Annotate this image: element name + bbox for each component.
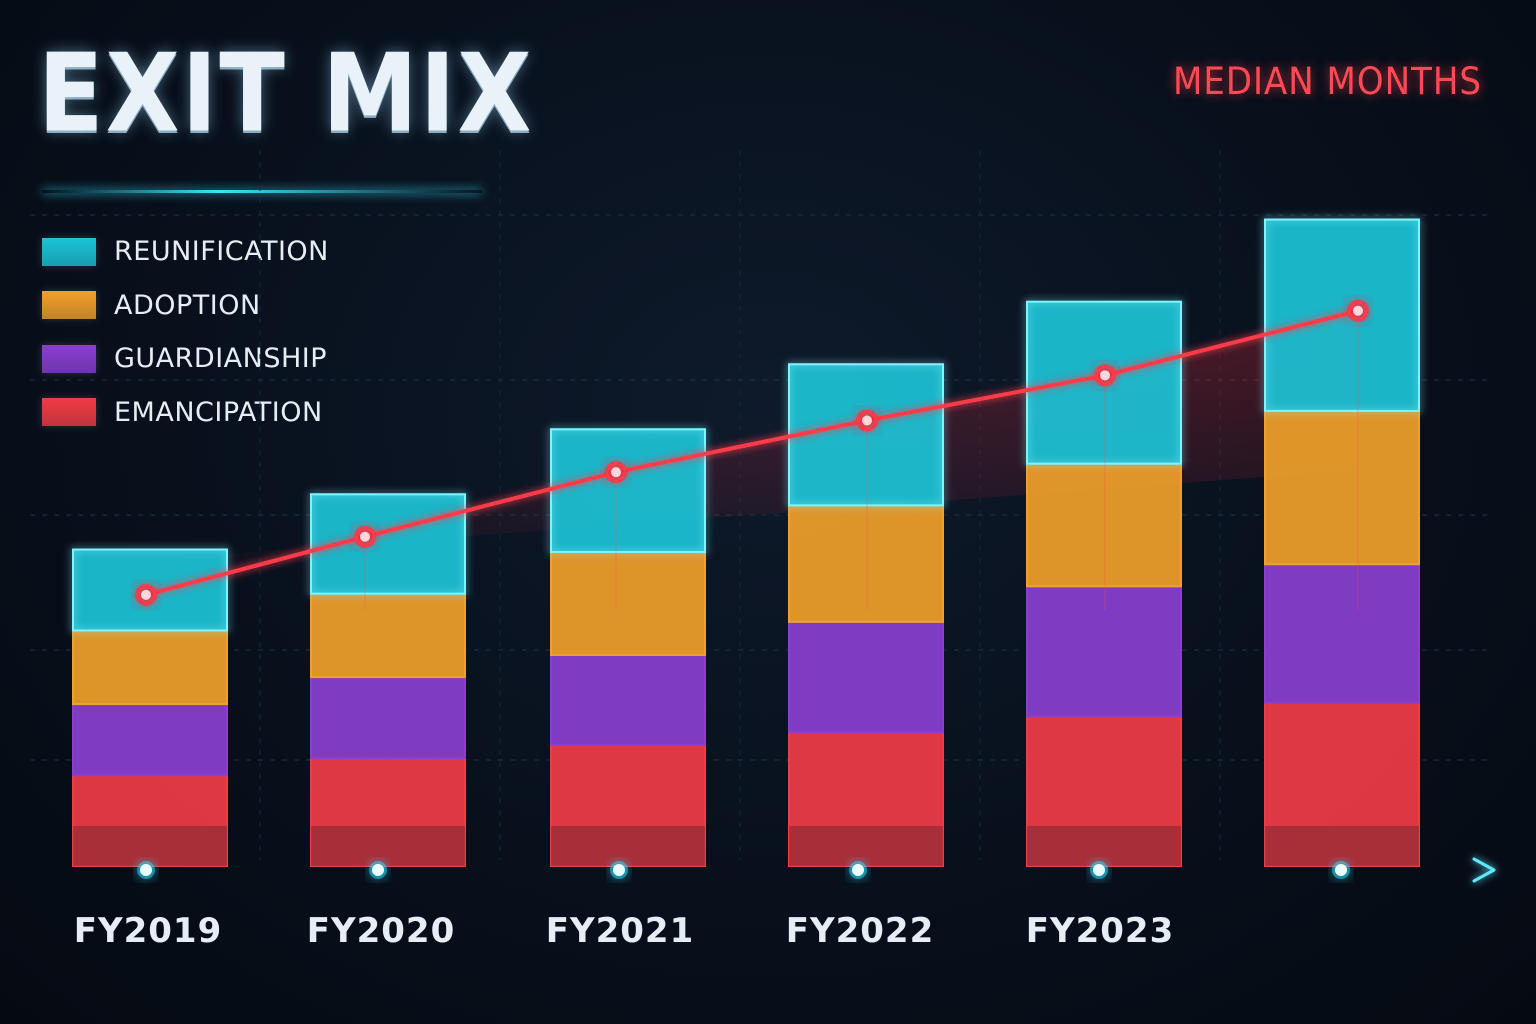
bar-base-fade: [1027, 826, 1181, 866]
axis-dot: [1335, 864, 1347, 876]
x-tick-label: FY2019: [74, 911, 222, 951]
median-line: [135, 299, 1369, 610]
x-tick-label: FY2023: [1026, 911, 1174, 951]
bar-segment-emancipation: [72, 774, 228, 868]
bar-segment-guardianship: [72, 703, 228, 777]
legend: REUNIFICATION ADOPTION GUARDIANSHIP EMAN…: [42, 225, 329, 439]
median-point-core: [360, 531, 370, 542]
median-point-core: [611, 467, 621, 478]
axis-dot: [140, 864, 152, 876]
bar-base-fade: [73, 826, 227, 866]
bar-segment-adoption: [1026, 462, 1182, 588]
legend-item-emancipation: EMANCIPATION: [42, 386, 329, 440]
bar-top-glow: [1026, 300, 1182, 465]
x-tick-label: FY2020: [307, 911, 455, 951]
median-point-core: [862, 415, 872, 426]
legend-swatch-guardianship: [42, 344, 96, 373]
bar-segment-emancipation: [788, 731, 944, 867]
median-point: [856, 410, 878, 432]
x-axis: [20, 857, 1496, 883]
bar-segment-emancipation: [1264, 701, 1420, 867]
median-point: [605, 461, 627, 483]
x-tick-label: FY2021: [546, 911, 694, 951]
bar-segment-adoption: [72, 629, 228, 706]
axis-dot: [372, 864, 384, 876]
median-point: [354, 526, 376, 548]
bar-segment-adoption: [550, 550, 706, 657]
bar-segment-guardianship: [788, 620, 944, 734]
title-underline: [42, 190, 482, 193]
bar-top-glow: [310, 493, 466, 595]
legend-item-adoption: ADOPTION: [42, 279, 329, 333]
bar-segment-emancipation: [550, 743, 706, 867]
median-point: [1094, 364, 1116, 386]
legend-swatch-emancipation: [42, 398, 96, 427]
bar-segment-adoption: [310, 592, 466, 679]
gridlines: [30, 150, 1490, 860]
median-point-core: [141, 589, 151, 600]
median-point: [1347, 300, 1369, 322]
x-tick-labels: FY2019 FY2020 FY2021 FY2022 FY2023: [74, 911, 1174, 951]
axis-dot: [852, 864, 864, 876]
bar-segment-guardianship: [310, 676, 466, 760]
legend-label-guardianship: GUARDIANSHIP: [114, 343, 328, 375]
bar-segment-guardianship: [550, 654, 706, 746]
bar-segment-adoption: [788, 504, 944, 623]
median-months-label: MEDIAN MONTHS: [1173, 60, 1482, 104]
legend-swatch-adoption: [42, 291, 96, 320]
stacked-bars: [72, 218, 1420, 868]
bar-base-fade: [1265, 826, 1419, 866]
x-axis-arrow: [1472, 857, 1496, 883]
median-line-path: [145, 308, 1359, 597]
median-point: [135, 584, 157, 606]
bar-segment-reunification: [788, 363, 944, 507]
legend-swatch-reunification: [42, 237, 96, 266]
bar-base-fade: [551, 826, 705, 866]
chart-title: EXIT MIX: [38, 31, 534, 157]
bar-top-glow: [1264, 218, 1420, 412]
bar-segment-emancipation: [310, 757, 466, 868]
axis-dot: [613, 864, 625, 876]
legend-label-reunification: REUNIFICATION: [114, 236, 329, 268]
median-point-core: [1353, 305, 1363, 316]
bar-segment-guardianship: [1026, 585, 1182, 718]
bar-top-glow: [72, 548, 228, 632]
bar-segment-reunification: [550, 428, 706, 553]
legend-label-adoption: ADOPTION: [114, 289, 261, 321]
median-point-core: [1100, 370, 1110, 381]
bar-segment-adoption: [1264, 409, 1420, 566]
bar-base-fade: [789, 826, 943, 866]
legend-item-guardianship: GUARDIANSHIP: [42, 332, 329, 386]
bar-segment-guardianship: [1264, 563, 1420, 704]
legend-label-emancipation: EMANCIPATION: [114, 396, 323, 428]
legend-item-reunification: REUNIFICATION: [42, 225, 329, 279]
x-tick-label: FY2022: [786, 911, 934, 951]
axis-dot: [1093, 864, 1105, 876]
bar-base-fade: [311, 826, 465, 866]
